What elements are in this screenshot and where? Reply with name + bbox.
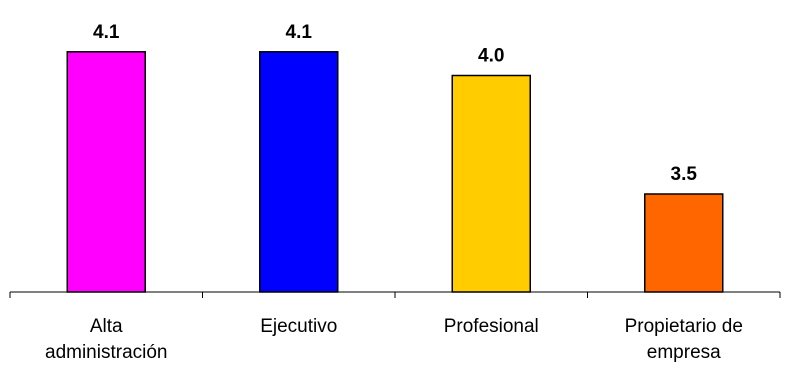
bar — [644, 193, 724, 293]
x-tick-label: Ejecutivo — [260, 316, 337, 337]
x-axis — [9, 291, 781, 298]
bar — [451, 74, 531, 293]
x-tick-label: administración — [45, 342, 168, 363]
data-label: 4.1 — [286, 22, 313, 43]
data-label: 3.5 — [671, 164, 698, 185]
data-label: 4.1 — [93, 22, 120, 43]
x-tick-label: Profesional — [444, 316, 539, 337]
x-tick-label: empresa — [647, 342, 721, 363]
x-tick-label: Propietario de — [625, 316, 743, 337]
bar — [66, 51, 146, 293]
data-label: 4.0 — [478, 46, 504, 67]
x-tick-label: Alta — [90, 316, 123, 337]
bar — [259, 51, 339, 293]
category-labels-group: Alta administración Ejecutivo Profesional Pr… — [45, 316, 743, 363]
bars-group — [66, 51, 724, 293]
value-labels-group: 4.1 4.1 4.0 3.5 — [93, 22, 697, 185]
